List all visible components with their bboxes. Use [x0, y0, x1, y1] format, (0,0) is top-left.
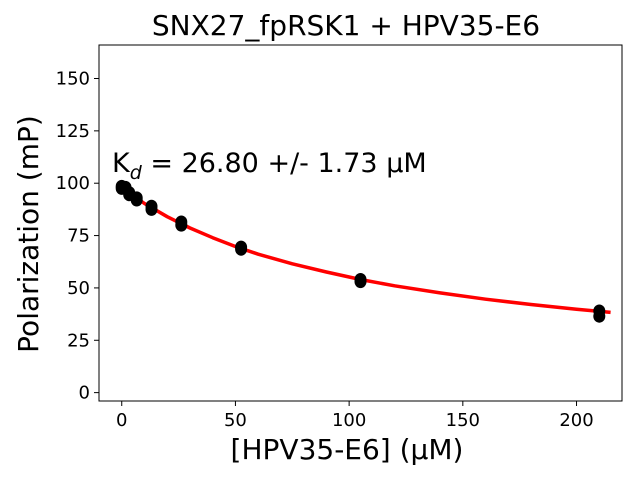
x-tick-label: 200: [559, 410, 593, 431]
kd-annotation: Kd = 26.80 +/- 1.73 µM: [112, 148, 427, 184]
y-tick-label: 50: [67, 278, 90, 299]
x-tick-label: 0: [116, 410, 127, 431]
x-tick-label: 150: [446, 410, 480, 431]
x-tick-label: 50: [224, 410, 247, 431]
data-point: [235, 242, 248, 256]
x-axis-label: [HPV35-E6] (µM): [231, 433, 464, 466]
data-point: [145, 202, 158, 216]
y-tick-label: 100: [56, 173, 90, 194]
y-tick-label: 150: [56, 69, 90, 90]
fit-curve: [120, 185, 611, 315]
data-point: [354, 275, 367, 289]
data-point: [130, 193, 143, 207]
kd-value: = 26.80 +/- 1.73 µM: [142, 148, 427, 179]
y-tick-label: 125: [56, 121, 90, 142]
data-point: [593, 309, 606, 323]
y-tick-label: 25: [67, 330, 90, 351]
data-point: [175, 218, 188, 232]
plot-frame: [98, 44, 623, 402]
chart-title: SNX27_fpRSK1 + HPV35-E6: [152, 9, 540, 42]
y-tick-label: 0: [79, 383, 90, 404]
y-tick-label: 75: [67, 226, 90, 247]
kd-subscript: d: [130, 162, 143, 184]
y-axis-label: Polarization (mP): [12, 115, 45, 353]
kd-base: K: [112, 148, 131, 179]
plot-area: 0 50 100 150 200 0 25 50 75 100 125 150: [56, 44, 623, 431]
x-tick-label: 100: [332, 410, 366, 431]
